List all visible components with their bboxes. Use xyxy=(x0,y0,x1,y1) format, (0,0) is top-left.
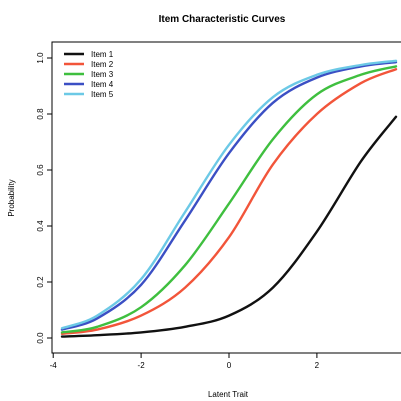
y-axis-label: Probability xyxy=(7,179,16,216)
chart-title: Item Characteristic Curves xyxy=(159,14,286,25)
y-tick-label-0: 0.0 xyxy=(36,332,45,344)
x-tick-label-1: -2 xyxy=(138,361,146,370)
y-tick-label-1: 0.2 xyxy=(36,276,45,288)
x-tick-label-3: 2 xyxy=(315,361,320,370)
legend-label-item-3: Item 3 xyxy=(91,70,114,79)
legend-label-item-1: Item 1 xyxy=(91,50,114,59)
curve-item-3 xyxy=(60,65,398,334)
x-axis: -4-2024 xyxy=(50,353,320,370)
legend-label-item-2: Item 2 xyxy=(91,60,114,69)
curve-item-5 xyxy=(60,59,398,330)
x-tick-label-2: 0 xyxy=(227,361,232,370)
y-axis: 0.0 0.2 0.4 0.6 0.8 1.0 xyxy=(36,52,52,344)
plot-frame xyxy=(51,41,401,354)
legend-label-item-4: Item 4 xyxy=(91,80,114,89)
curve-item-4 xyxy=(60,61,398,331)
curve-item-2 xyxy=(60,68,398,335)
y-tick-label-4: 0.8 xyxy=(36,108,45,120)
y-tick-label-5: 1.0 xyxy=(36,52,45,64)
legend-label-item-5: Item 5 xyxy=(91,90,114,99)
curves-group xyxy=(60,59,398,338)
curve-item-1 xyxy=(60,115,398,338)
x-axis-label: Latent Trait xyxy=(208,390,249,399)
y-tick-label-3: 0.6 xyxy=(36,164,45,176)
y-tick-label-2: 0.4 xyxy=(36,220,45,232)
x-tick-label-0: -4 xyxy=(50,361,58,370)
